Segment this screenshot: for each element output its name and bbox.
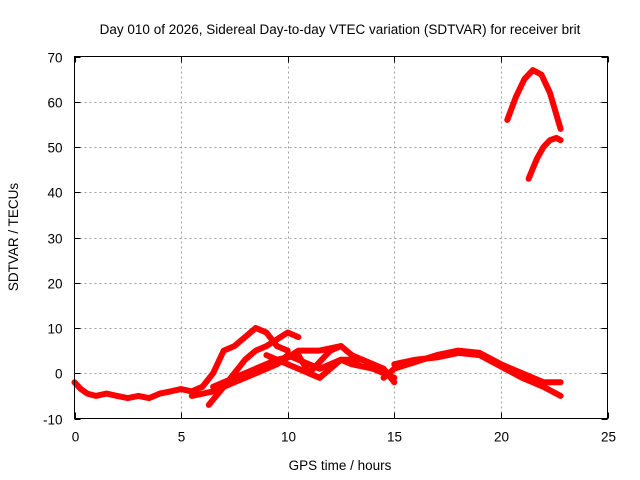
series-line-arc-6 xyxy=(252,352,398,386)
x-tick-label: 20 xyxy=(494,430,509,445)
x-axis-label: GPS time / hours xyxy=(289,458,392,473)
chart-title: Day 010 of 2026, Sidereal Day-to-day VTE… xyxy=(100,22,581,37)
y-axis-label: SDTVAR / TECUs xyxy=(6,183,21,292)
y-tick-label: 0 xyxy=(55,367,63,382)
series-line-arc-9 xyxy=(391,349,564,399)
x-tick-label: 10 xyxy=(281,430,296,445)
grid xyxy=(74,56,608,419)
series-line-arc-11 xyxy=(525,134,564,182)
ticks xyxy=(74,56,609,420)
y-tick-label: 70 xyxy=(47,51,62,66)
x-tick-label: 15 xyxy=(387,430,402,445)
y-tick-label: 10 xyxy=(47,322,62,337)
y-tick-label: 20 xyxy=(47,277,62,292)
series-line-arc-1 xyxy=(71,379,206,402)
y-tick-label: 60 xyxy=(47,96,62,111)
series-line-arc-7 xyxy=(263,343,344,377)
plot-frame xyxy=(74,56,608,419)
x-tick-label: 0 xyxy=(72,430,80,445)
x-tick-label: 25 xyxy=(601,430,616,445)
series-line-arc-10 xyxy=(504,67,564,132)
y-tick-label: 30 xyxy=(47,232,62,247)
series-group xyxy=(71,67,564,408)
y-tick-label: 50 xyxy=(47,141,62,156)
y-tick-label: 40 xyxy=(47,186,62,201)
tick-labels: 0 5 10 15 20 25 -10 0 10 20 30 40 50 60 70 xyxy=(43,51,616,445)
x-tick-label: 5 xyxy=(178,430,186,445)
y-tick-label: -10 xyxy=(43,413,63,428)
